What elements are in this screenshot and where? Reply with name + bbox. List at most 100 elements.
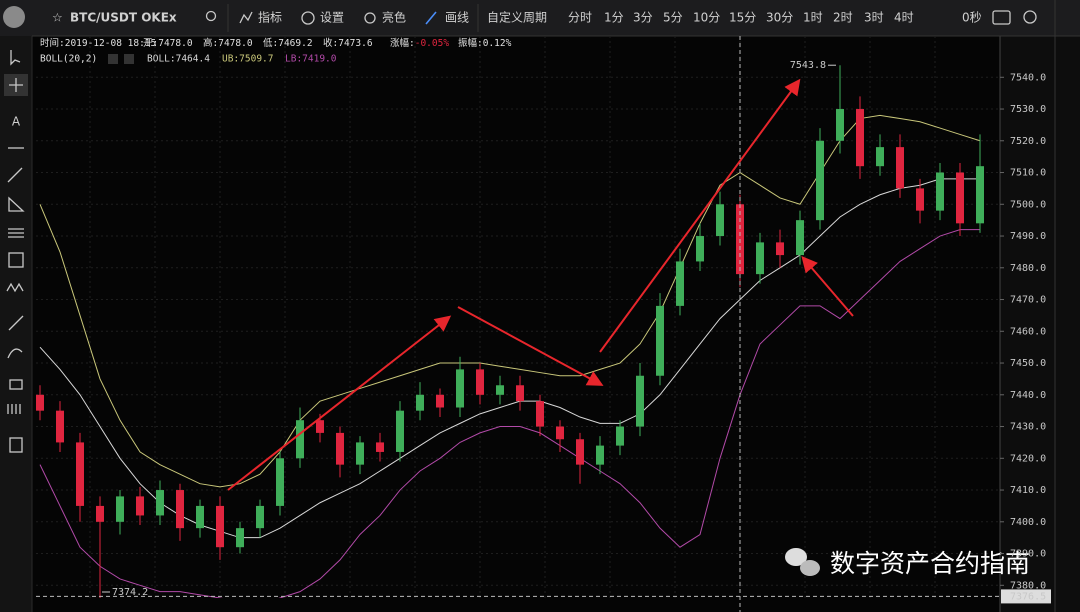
symbol[interactable]: BTC/USDT OKEx xyxy=(70,11,177,25)
info-item: 收:7473.6 xyxy=(323,37,373,49)
candle-body xyxy=(636,375,644,427)
period-button[interactable]: 1时 xyxy=(803,11,823,25)
period-button[interactable]: 5分 xyxy=(663,11,683,25)
tool-button[interactable]: 指标 xyxy=(258,10,282,25)
candle-body xyxy=(56,410,64,443)
candle-body xyxy=(36,394,44,411)
y-tick-label: 7390.0 xyxy=(1010,549,1046,560)
candle-body xyxy=(936,172,944,211)
period-button[interactable]: 15分 xyxy=(729,11,756,25)
y-tick-label: 7510.0 xyxy=(1010,168,1046,179)
candle-body xyxy=(716,204,724,237)
ruler-tool[interactable] xyxy=(8,315,24,331)
candle-body xyxy=(656,305,664,376)
wechat-logo xyxy=(785,548,807,566)
info-key: 时间: xyxy=(40,37,65,49)
grid xyxy=(36,36,1000,598)
crosshair-icon xyxy=(9,78,23,92)
candle-body xyxy=(556,426,564,440)
candle-body xyxy=(456,369,464,408)
candle-body xyxy=(976,166,984,224)
indicator-settings[interactable] xyxy=(108,54,118,64)
period-button[interactable]: 10分 xyxy=(693,11,720,25)
candle-body xyxy=(196,505,204,529)
y-tick-label: 7380.0 xyxy=(1010,580,1046,591)
period-list: 分时 1分 3分 5分 10分 15分 30分 1时 2时 3时 4时 xyxy=(568,11,914,25)
period-button[interactable]: 30分 xyxy=(766,11,793,25)
ray-tool[interactable] xyxy=(7,167,23,183)
candle-body xyxy=(256,505,264,529)
period-button[interactable]: 3分 xyxy=(633,11,653,25)
candle-body xyxy=(836,109,844,141)
arrow xyxy=(599,78,801,353)
channel-tool[interactable] xyxy=(8,228,24,238)
y-tick-label: 7450.0 xyxy=(1010,358,1046,369)
tool-button[interactable]: 设置 xyxy=(320,11,344,25)
search-icon[interactable] xyxy=(205,10,217,22)
candle-body xyxy=(916,188,924,211)
indicator-close[interactable] xyxy=(124,54,134,64)
low-label: 7374.2 xyxy=(112,587,148,598)
text-tool[interactable]: A xyxy=(12,115,21,129)
info-item: 振幅:0.12% xyxy=(458,37,512,49)
camera-icon[interactable] xyxy=(992,10,1011,25)
countdown: 0秒 xyxy=(962,11,982,25)
candle-body xyxy=(396,410,404,452)
triangle-tool[interactable] xyxy=(8,196,25,212)
last-price-box xyxy=(1001,589,1051,604)
y-tick-label: 7540.0 xyxy=(1010,72,1046,83)
period-button[interactable]: 3时 xyxy=(864,11,884,25)
tool-button[interactable]: 亮色 xyxy=(382,10,406,25)
candle-body xyxy=(756,242,764,275)
y-tick-label: 7530.0 xyxy=(1010,104,1046,115)
info-value: 7478.0 xyxy=(218,38,253,49)
y-tick-label: 7480.0 xyxy=(1010,263,1046,274)
candle-body xyxy=(576,439,584,465)
candle-body xyxy=(156,490,164,516)
candle-body xyxy=(856,109,864,167)
last-price-label: 7376.5 xyxy=(1010,591,1046,602)
info-key: 低: xyxy=(263,37,278,49)
visibility-tool[interactable] xyxy=(7,404,21,414)
candle-body xyxy=(536,401,544,427)
indicator-name: BOLL(20,2) xyxy=(40,54,97,65)
candle-body xyxy=(596,445,604,465)
period-button[interactable]: 1分 xyxy=(604,11,624,25)
annotations: 7376.5 7543.8 7374.2 xyxy=(36,36,1051,612)
period-button[interactable]: 分时 xyxy=(568,11,592,25)
logo[interactable] xyxy=(3,6,25,28)
wave-tool[interactable] xyxy=(6,282,24,293)
candle-body xyxy=(376,442,384,452)
brush-tool[interactable] xyxy=(7,348,23,359)
wechat-logo xyxy=(800,560,820,576)
candle-body xyxy=(816,140,824,221)
candle-body xyxy=(676,261,684,306)
period-button[interactable]: 4时 xyxy=(894,11,914,25)
delete-tool[interactable] xyxy=(9,437,23,453)
lock-tool[interactable] xyxy=(9,379,23,390)
info-panel: 时间:2019-12-08 18:15开:7478.0 高:7478.0 低:746… xyxy=(40,37,512,65)
candle-body xyxy=(476,369,484,395)
info-value: 0.12% xyxy=(483,38,512,49)
candle-body xyxy=(776,242,784,256)
cursor-tool[interactable] xyxy=(10,50,21,66)
info-value: 2019-12-08 18:15 xyxy=(65,38,157,49)
tool-button[interactable]: 画线 xyxy=(445,11,469,25)
candle-body xyxy=(76,442,84,506)
candle-body xyxy=(296,420,304,459)
settings-icon[interactable] xyxy=(1023,10,1037,24)
info-value: 7473.6 xyxy=(338,38,373,49)
info-item: 涨幅:-0.05% xyxy=(390,37,449,49)
rect-tool[interactable] xyxy=(8,252,24,268)
custom-period[interactable]: 自定义周期 xyxy=(487,10,547,25)
info-key: 涨幅: xyxy=(390,37,415,49)
settings-icon xyxy=(301,11,315,25)
candle-body xyxy=(216,505,224,548)
favorite-star[interactable]: ☆ xyxy=(52,11,63,25)
period-button[interactable]: 2时 xyxy=(833,11,853,25)
arrow xyxy=(457,306,604,386)
info-key: 高: xyxy=(203,37,218,49)
boll-line xyxy=(39,229,980,598)
candles xyxy=(36,65,984,598)
